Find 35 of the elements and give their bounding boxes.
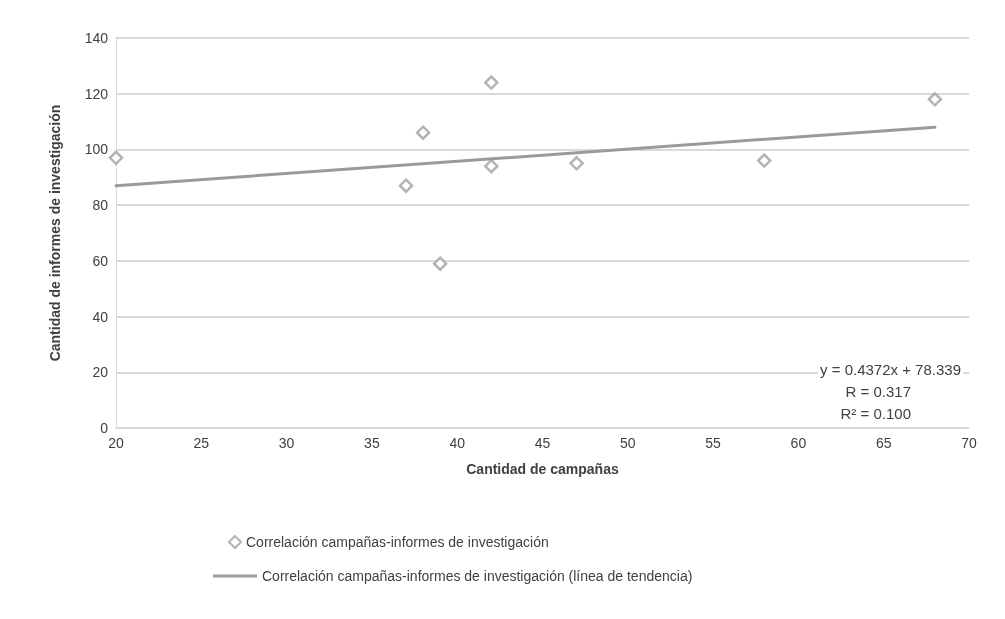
y-tick-label: 60 — [92, 252, 109, 269]
y-tick-label: 80 — [92, 197, 109, 214]
x-axis-title: Cantidad de campañas — [466, 461, 619, 477]
x-tick-label: 40 — [449, 435, 466, 451]
y-tick-label: 140 — [84, 30, 109, 46]
point — [569, 156, 584, 171]
y-tick-label: 20 — [92, 364, 109, 381]
legend-label: Correlación campañas-informes de investigación — [246, 534, 549, 550]
legend-label: Correlación campañas-informes de investigación (línea de tendencia) — [262, 568, 693, 584]
point — [927, 92, 943, 107]
annotation: R = 0.317 — [845, 383, 911, 400]
x-tick-label: 55 — [705, 435, 722, 451]
annotation: R² = 0.100 — [840, 405, 912, 422]
point — [108, 150, 124, 166]
point — [432, 256, 448, 271]
x-tick-label: 65 — [875, 435, 892, 451]
x-tick-label: 60 — [790, 435, 807, 451]
point — [484, 75, 499, 90]
y-tick-label: 0 — [100, 420, 109, 436]
x-tick-label: 50 — [620, 435, 636, 451]
y-tick-label: 120 — [84, 85, 109, 102]
y-axis-title: Cantidad de informes de investigación — [47, 104, 63, 362]
y-tick-label: 100 — [84, 141, 109, 158]
x-tick-label: 45 — [534, 435, 551, 451]
x-tick-label: 30 — [278, 435, 295, 451]
y-tick-label: 40 — [92, 308, 109, 325]
point — [415, 125, 431, 140]
x-tick-label: 70 — [961, 435, 977, 451]
x-tick-label: 35 — [364, 435, 380, 451]
point — [757, 153, 772, 168]
annotation: y = 0.4372x + 78.339 — [820, 361, 962, 378]
x-tick-label: 20 — [108, 435, 124, 451]
point — [484, 158, 499, 174]
x-tick-label: 25 — [193, 435, 210, 451]
point — [398, 178, 414, 193]
